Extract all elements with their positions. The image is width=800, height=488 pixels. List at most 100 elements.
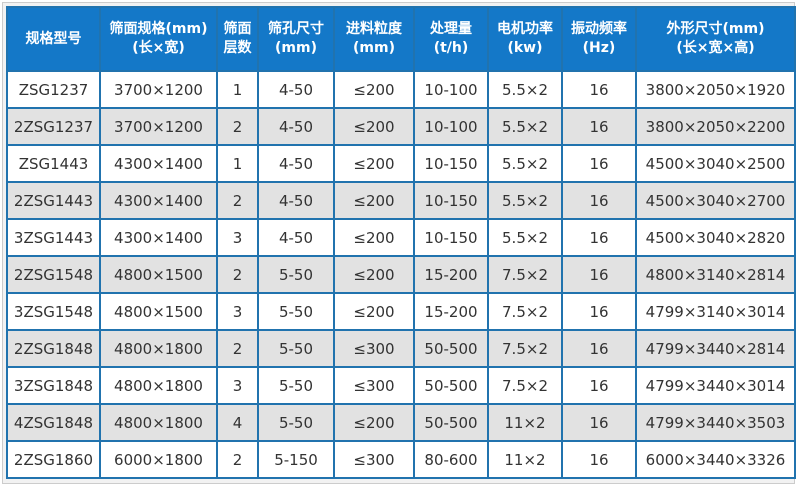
spec-cell: ≤200 — [333, 70, 415, 109]
spec-cell: 4-50 — [257, 181, 335, 220]
column-header-line2: (长×宽) — [132, 40, 185, 56]
column-header-line2: (长×宽×高) — [676, 40, 755, 56]
column-header-line1: 筛面规格(mm) — [109, 21, 208, 38]
spec-cell: 4-50 — [257, 107, 335, 146]
spec-cell: ≤300 — [333, 440, 415, 479]
spec-cell: 4800×1800 — [99, 329, 218, 368]
spec-cell: 4800×1500 — [99, 255, 218, 294]
spec-cell: 4-50 — [257, 70, 335, 109]
spec-cell: 2 — [216, 329, 259, 368]
spec-cell: 4799×3440×3503 — [635, 403, 796, 442]
spec-cell: 1 — [216, 144, 259, 183]
model-cell: 3ZSG1548 — [6, 292, 101, 331]
table-header: 规格型号 筛面规格(mm) (长×宽) 筛面 层数 筛孔尺寸 (mm) 进料粒度 (mm) 处理量… — [6, 6, 796, 72]
spec-cell: 4-50 — [257, 144, 335, 183]
spec-cell: ≤200 — [333, 218, 415, 257]
model-cell: 3ZSG1443 — [6, 218, 101, 257]
column-header: 电机功率 (kw) — [487, 6, 563, 72]
spec-cell: 15-200 — [413, 255, 489, 294]
spec-cell: 2 — [216, 440, 259, 479]
spec-cell: 4800×1800 — [99, 403, 218, 442]
spec-cell: 4800×3140×2814 — [635, 255, 796, 294]
spec-cell: 15-200 — [413, 292, 489, 331]
spec-cell: 11×2 — [487, 403, 563, 442]
spec-cell: 16 — [561, 292, 637, 331]
spec-cell: 4799×3440×2814 — [635, 329, 796, 368]
spec-cell: ≤200 — [333, 255, 415, 294]
spec-cell: 5-50 — [257, 329, 335, 368]
table-row: 2ZSG1848 4800×1800 2 5-50 ≤300 50-500 7.5×2 16 4… — [6, 329, 796, 368]
spec-cell: 10-100 — [413, 70, 489, 109]
column-header-line1: 电机功率 — [497, 21, 553, 38]
table-row: 2ZSG1548 4800×1500 2 5-50 ≤200 15-200 7.5×2 16 4… — [6, 255, 796, 294]
spec-cell: ≤200 — [333, 403, 415, 442]
spec-cell: 5.5×2 — [487, 107, 563, 146]
spec-cell: 1 — [216, 70, 259, 109]
spec-cell: 80-600 — [413, 440, 489, 479]
column-header-line2: (mm) — [275, 40, 317, 56]
spec-cell: 10-150 — [413, 181, 489, 220]
column-header-line2: (mm) — [353, 40, 395, 56]
model-cell: ZSG1443 — [6, 144, 101, 183]
spec-cell: 16 — [561, 144, 637, 183]
table-row: 2ZSG1237 3700×1200 2 4-50 ≤200 10-100 5.5×2 16 3… — [6, 107, 796, 146]
column-header-line2: (t/h) — [433, 40, 469, 56]
spec-cell: 3700×1200 — [99, 107, 218, 146]
table-row: 3ZSG1443 4300×1400 3 4-50 ≤200 10-150 5.5×2 16 4… — [6, 218, 796, 257]
spec-cell: 5.5×2 — [487, 218, 563, 257]
table-row: ZSG1237 3700×1200 1 4-50 ≤200 10-100 5.5×2 16 38… — [6, 70, 796, 109]
spec-cell: 6000×3440×3326 — [635, 440, 796, 479]
column-header-line1: 处理量 — [430, 21, 472, 38]
table-body: ZSG1237 3700×1200 1 4-50 ≤200 10-100 5.5×2 16 38… — [6, 70, 796, 479]
spec-cell: 4799×3440×3014 — [635, 366, 796, 405]
column-header: 筛孔尺寸 (mm) — [257, 6, 335, 72]
spec-cell: ≤200 — [333, 107, 415, 146]
column-header: 筛面 层数 — [216, 6, 259, 72]
table-row: ZSG1443 4300×1400 1 4-50 ≤200 10-150 5.5×2 16 45… — [6, 144, 796, 183]
model-cell: 3ZSG1848 — [6, 366, 101, 405]
column-header-line1: 筛孔尺寸 — [268, 21, 324, 38]
spec-cell: 16 — [561, 181, 637, 220]
spec-cell: 4-50 — [257, 218, 335, 257]
model-cell: 2ZSG1860 — [6, 440, 101, 479]
spec-cell: 50-500 — [413, 366, 489, 405]
spec-cell: 16 — [561, 440, 637, 479]
spec-cell: 4500×3040×2820 — [635, 218, 796, 257]
spec-cell: 3 — [216, 218, 259, 257]
spec-cell: 4799×3140×3014 — [635, 292, 796, 331]
spec-cell: 2 — [216, 107, 259, 146]
spec-cell: 3800×2050×1920 — [635, 70, 796, 109]
spec-cell: 5-150 — [257, 440, 335, 479]
column-header-line2: (kw) — [507, 40, 543, 56]
spec-cell: 7.5×2 — [487, 292, 563, 331]
column-header-line1: 外形尺寸(mm) — [666, 21, 765, 38]
spec-cell: 4500×3040×2500 — [635, 144, 796, 183]
spec-cell: 11×2 — [487, 440, 563, 479]
spec-cell: 2 — [216, 181, 259, 220]
spec-cell: ≤200 — [333, 292, 415, 331]
table-row: 3ZSG1548 4800×1500 3 5-50 ≤200 15-200 7.5×2 16 4… — [6, 292, 796, 331]
table-row: 2ZSG1443 4300×1400 2 4-50 ≤200 10-150 5.5×2 16 4… — [6, 181, 796, 220]
spec-cell: ≤300 — [333, 366, 415, 405]
model-cell: ZSG1237 — [6, 70, 101, 109]
column-header: 进料粒度 (mm) — [333, 6, 415, 72]
table-row: 3ZSG1848 4800×1800 3 5-50 ≤300 50-500 7.5×2 16 4… — [6, 366, 796, 405]
column-header-line1: 进料粒度 — [346, 21, 402, 38]
spec-cell: 7.5×2 — [487, 366, 563, 405]
spec-cell: 10-100 — [413, 107, 489, 146]
spec-cell: 10-150 — [413, 218, 489, 257]
spec-cell: 4 — [216, 403, 259, 442]
spec-cell: 4500×3040×2700 — [635, 181, 796, 220]
model-cell: 2ZSG1548 — [6, 255, 101, 294]
spec-cell: 5.5×2 — [487, 181, 563, 220]
spec-cell: 16 — [561, 329, 637, 368]
spec-cell: ≤300 — [333, 329, 415, 368]
column-header: 规格型号 — [6, 6, 101, 72]
spec-cell: 5-50 — [257, 403, 335, 442]
vibrating-screen-spec-table: 规格型号 筛面规格(mm) (长×宽) 筛面 层数 筛孔尺寸 (mm) 进料粒度 (mm) 处理量… — [6, 6, 796, 479]
model-cell: 4ZSG1848 — [6, 403, 101, 442]
spec-cell: 5-50 — [257, 255, 335, 294]
spec-cell: 16 — [561, 107, 637, 146]
model-cell: 2ZSG1443 — [6, 181, 101, 220]
model-cell: 2ZSG1848 — [6, 329, 101, 368]
